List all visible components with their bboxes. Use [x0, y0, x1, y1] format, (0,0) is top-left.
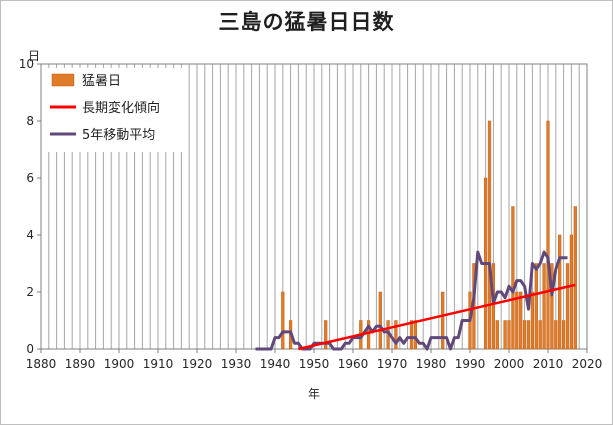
x-tick-label: 1950: [299, 357, 330, 371]
bar: [530, 291, 535, 350]
bar: [491, 263, 496, 350]
bar: [569, 234, 574, 350]
bar: [554, 320, 558, 350]
bar: [558, 234, 562, 350]
x-tick-label: 1930: [221, 357, 252, 371]
y-axis-label: 日: [28, 49, 40, 63]
x-tick-label: 1980: [416, 357, 447, 371]
bar: [503, 320, 507, 350]
bar: [487, 120, 492, 350]
bar: [519, 291, 523, 350]
x-tick-label: 1900: [104, 357, 135, 371]
bar: [281, 291, 285, 350]
bar: [515, 291, 519, 350]
x-axis-label: 年: [308, 387, 320, 401]
x-tick-label: 2020: [572, 357, 603, 371]
bar: [550, 263, 554, 350]
bar: [561, 320, 566, 350]
x-tick-label: 1990: [455, 357, 486, 371]
bar: [526, 320, 531, 350]
bar: [441, 291, 445, 350]
series-line-moving-average: [255, 250, 568, 351]
x-tick-label: 1910: [143, 357, 174, 371]
bar: [324, 320, 328, 350]
y-tick-label: 4: [26, 228, 34, 242]
bar: [511, 206, 515, 350]
y-tick-label: 0: [26, 342, 34, 356]
bar: [394, 320, 398, 350]
legend-swatch-bar: [51, 73, 75, 87]
axes: 0 2 4 6 8 10 1880 1890 1900 1910 1920 1930 1940 1950 1…: [19, 57, 603, 371]
bar: [573, 206, 577, 350]
x-tick-label: 1920: [182, 357, 213, 371]
bar: [534, 263, 538, 350]
legend-label: 長期変化傾向: [82, 100, 160, 116]
y-tick-label: 8: [26, 114, 34, 128]
bar: [546, 120, 550, 350]
y-tick-label: 6: [26, 171, 34, 185]
x-tick-label: 1890: [65, 357, 96, 371]
x-tick-label: 1940: [260, 357, 291, 371]
bar: [507, 320, 511, 350]
bar: [495, 320, 499, 350]
chart-title: 三島の猛暑日日数: [218, 10, 395, 34]
bar: [542, 263, 546, 350]
bar: [522, 320, 527, 350]
line-series: [255, 250, 576, 351]
x-tick-label: 1970: [377, 357, 408, 371]
series-line-trend: [298, 283, 576, 351]
x-tick-label: 1960: [338, 357, 369, 371]
y-tick-label: 2: [26, 285, 34, 299]
x-tick-label: 2000: [494, 357, 525, 371]
legend-label: 猛暑日: [82, 74, 121, 89]
bar: [565, 263, 570, 350]
y-tick-label: 10: [19, 57, 34, 71]
bar: [413, 320, 418, 350]
bar: [366, 320, 371, 350]
x-tick-label: 2010: [533, 357, 564, 371]
x-tick-label: 1880: [26, 357, 57, 371]
bar: [538, 320, 542, 350]
legend-label: 5年移動平均: [82, 128, 155, 143]
bar: [409, 320, 414, 350]
bar: [378, 291, 382, 350]
